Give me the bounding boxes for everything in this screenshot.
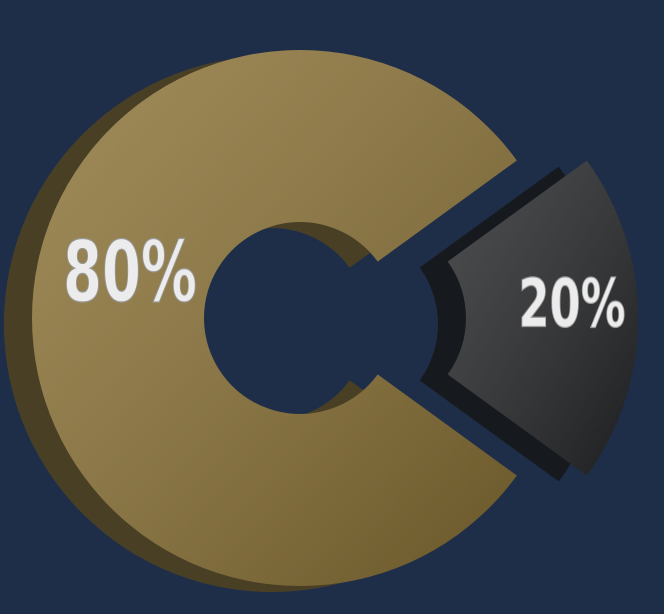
- slice-shade: [31, 49, 517, 587]
- value-label: 20%: [518, 265, 625, 343]
- value-label: 80%: [63, 223, 197, 321]
- slice-shade: [447, 160, 638, 476]
